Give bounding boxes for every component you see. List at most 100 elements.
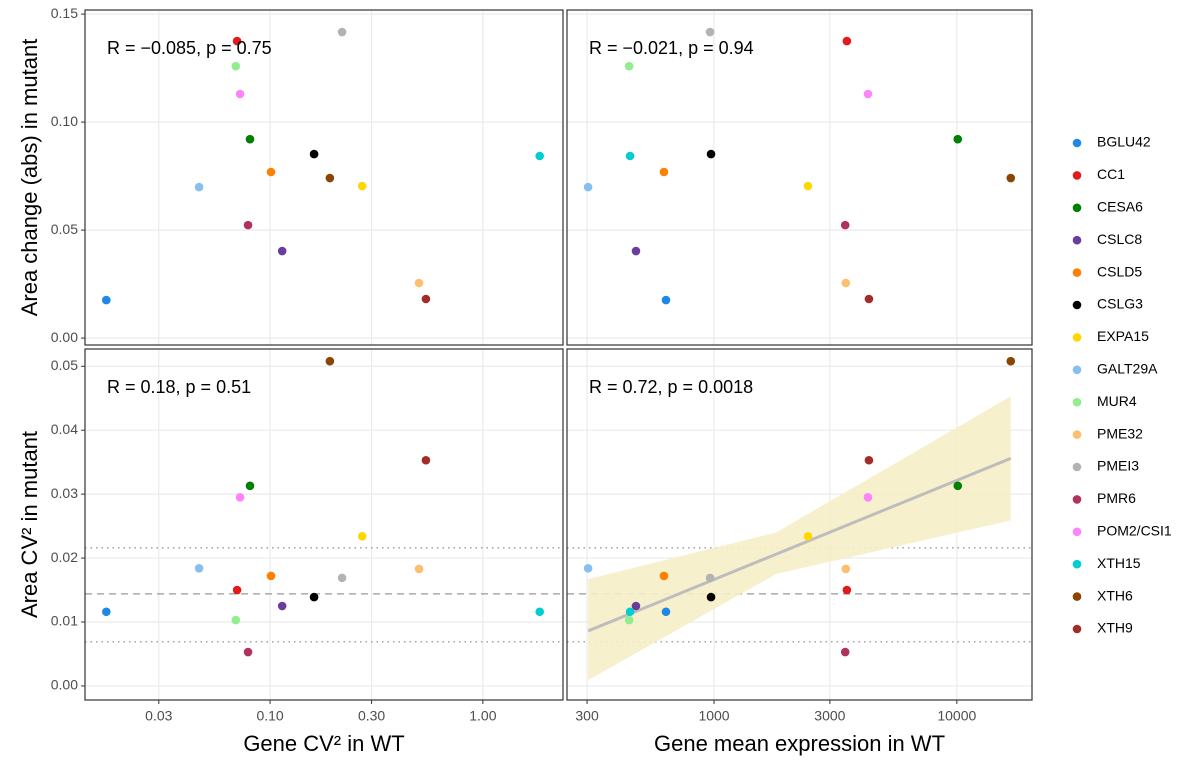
point <box>659 571 669 581</box>
legend-swatch <box>1072 203 1082 213</box>
x-tick-label: 300 <box>575 708 599 724</box>
point <box>706 149 716 159</box>
point <box>414 564 424 574</box>
x-tick-label: 0.10 <box>256 708 283 724</box>
point <box>953 134 963 144</box>
point <box>102 607 111 617</box>
point <box>277 601 287 611</box>
point <box>357 181 367 191</box>
panel <box>567 349 1032 700</box>
y-tick-label: 0.05 <box>51 357 78 373</box>
point <box>631 246 641 256</box>
legend-label: CSLG3 <box>1097 296 1143 312</box>
point <box>421 455 431 465</box>
point <box>102 295 111 305</box>
point <box>583 563 593 573</box>
legend-swatch <box>1072 462 1082 472</box>
point <box>421 294 431 304</box>
panel-bg <box>567 10 1032 345</box>
point <box>631 601 641 611</box>
point <box>231 61 241 71</box>
point <box>266 571 276 581</box>
panel <box>567 10 1032 345</box>
point <box>337 27 347 37</box>
legend-label: EXPA15 <box>1097 328 1149 344</box>
legend-label: XTH9 <box>1097 620 1133 636</box>
point <box>863 493 873 502</box>
panel-border <box>566 348 1033 701</box>
point <box>841 564 851 574</box>
point <box>243 647 253 657</box>
y-tick-label: 0.05 <box>51 221 78 237</box>
y-tick-label: 0.00 <box>51 677 78 693</box>
y-tick-label: 0.15 <box>51 5 78 21</box>
point <box>235 89 245 99</box>
point <box>840 220 850 230</box>
x-tick-label: 0.30 <box>358 708 385 724</box>
legend-swatch <box>1072 592 1082 601</box>
legend-swatch <box>1072 397 1082 407</box>
legend-swatch <box>1072 268 1082 277</box>
legend-label: PMEI3 <box>1097 458 1139 474</box>
point <box>864 455 874 465</box>
x-tick-label: 10000 <box>937 708 976 724</box>
legend-label: PME32 <box>1097 425 1143 441</box>
point <box>803 181 813 191</box>
point <box>803 532 813 541</box>
x-axis-title: Gene CV² in WT <box>243 731 404 756</box>
y-tick-label: 0.01 <box>51 613 78 629</box>
point <box>414 278 424 288</box>
y-tick-label: 0.02 <box>51 549 78 565</box>
point <box>194 563 204 573</box>
legend-label: CSLC8 <box>1097 231 1142 247</box>
legend-swatch <box>1072 235 1082 245</box>
x-tick-label: 1.00 <box>469 708 496 724</box>
legend-swatch <box>1072 300 1082 310</box>
y-tick-label: 0.04 <box>51 421 78 437</box>
point <box>1006 173 1016 183</box>
point <box>842 585 852 595</box>
point <box>625 151 635 161</box>
point <box>1006 356 1016 366</box>
point <box>863 89 873 99</box>
legend-label: MUR4 <box>1097 393 1137 409</box>
legend-swatch <box>1072 171 1082 180</box>
annotation: R = 0.72, p = 0.0018 <box>589 377 753 397</box>
panel-bg <box>85 349 563 700</box>
confidence-band <box>588 396 1011 681</box>
x-axis-title: Gene mean expression in WT <box>654 731 945 756</box>
x-tick-label: 1000 <box>698 708 729 724</box>
point <box>325 173 335 183</box>
point <box>864 294 874 304</box>
point <box>953 481 963 491</box>
panel-border <box>566 9 1033 346</box>
point <box>706 592 716 602</box>
fit-line <box>587 456 1012 633</box>
annotation: R = −0.085, p = 0.75 <box>107 38 272 58</box>
point <box>625 607 635 617</box>
legend-label: XTH15 <box>1097 555 1141 571</box>
panel <box>85 10 563 345</box>
panel-border <box>84 9 564 346</box>
point <box>309 592 319 602</box>
point <box>243 220 253 230</box>
point <box>277 246 287 256</box>
legend-swatch <box>1072 365 1082 375</box>
point <box>535 607 545 617</box>
y-axis-title: Area change (abs) in mutant <box>17 39 42 317</box>
panel <box>85 349 563 700</box>
point <box>661 295 671 305</box>
point <box>661 607 671 617</box>
point <box>194 182 204 192</box>
legend-label: BGLU42 <box>1097 134 1151 150</box>
legend-label: POM2/CSI1 <box>1097 523 1172 539</box>
legend-swatch <box>1072 559 1082 569</box>
point <box>325 356 335 366</box>
legend-swatch <box>1072 624 1082 634</box>
point <box>624 615 634 625</box>
point <box>842 36 852 46</box>
annotation: R = −0.021, p = 0.94 <box>589 38 754 58</box>
point <box>232 585 242 595</box>
legend-swatch <box>1072 333 1082 342</box>
